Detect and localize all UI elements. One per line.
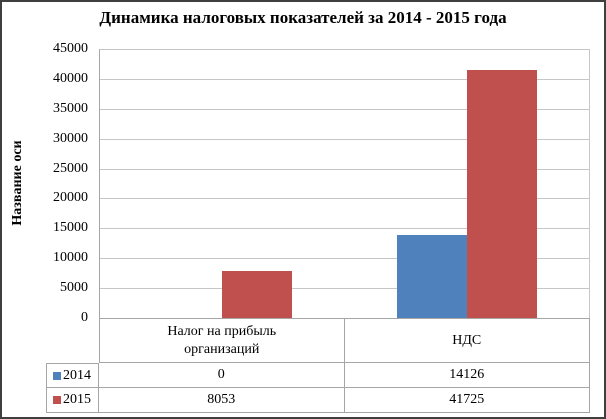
gridline bbox=[100, 49, 589, 50]
gridline bbox=[100, 288, 589, 290]
y-axis-labels: 0 5000 10000 15000 20000 25000 30000 35000 40000… bbox=[2, 41, 92, 325]
y-tick-label: 30000 bbox=[53, 130, 88, 146]
y-tick-label: 45000 bbox=[53, 41, 88, 56]
y-tick-label: 10000 bbox=[53, 250, 88, 266]
data-table: Налог на прибыль организаций НДС 2014 0 … bbox=[46, 318, 590, 413]
gridline bbox=[100, 228, 589, 230]
gridline bbox=[100, 198, 589, 200]
gridline bbox=[100, 168, 589, 170]
value-2015-vat: 41725 bbox=[344, 388, 590, 413]
value-2015-profit-tax: 8053 bbox=[99, 388, 345, 413]
y-tick-label: 25000 bbox=[53, 160, 88, 176]
bar-2014-category-1 bbox=[396, 234, 467, 319]
y-tick-label: 0 bbox=[81, 310, 88, 325]
legend-row-2014: 2014 bbox=[46, 363, 99, 388]
y-tick-label: 15000 bbox=[53, 220, 88, 236]
legend-label-2014: 2014 bbox=[63, 367, 91, 383]
y-tick-label: 20000 bbox=[53, 190, 88, 206]
plot-area bbox=[99, 49, 590, 319]
gridline bbox=[100, 138, 589, 140]
legend-label-2015: 2015 bbox=[63, 392, 91, 407]
table-corner-cell bbox=[46, 318, 99, 363]
y-tick-label: 35000 bbox=[53, 100, 88, 116]
legend-swatch-2014-icon bbox=[53, 371, 61, 380]
legend-row-2015: 2015 bbox=[46, 388, 99, 413]
category-label: НДС bbox=[452, 332, 482, 348]
value-2014-profit-tax: 0 bbox=[99, 363, 345, 388]
bar-2015-category-1 bbox=[466, 69, 537, 319]
gridline bbox=[100, 258, 589, 260]
value-2014-vat: 14126 bbox=[344, 363, 590, 388]
bar-2015-category-0 bbox=[222, 270, 293, 319]
category-header-profit-tax: Налог на прибыль организаций bbox=[99, 318, 345, 363]
category-header-vat: НДС bbox=[344, 318, 590, 363]
y-tick-label: 5000 bbox=[60, 280, 88, 296]
legend-swatch-2015-icon bbox=[53, 396, 61, 404]
gridline bbox=[100, 108, 589, 110]
category-label: Налог на прибыль организаций bbox=[167, 324, 277, 357]
y-tick-label: 40000 bbox=[53, 70, 88, 86]
gridline bbox=[100, 78, 589, 80]
chart-title: Динамика налоговых показателей за 2014 -… bbox=[99, 8, 507, 27]
